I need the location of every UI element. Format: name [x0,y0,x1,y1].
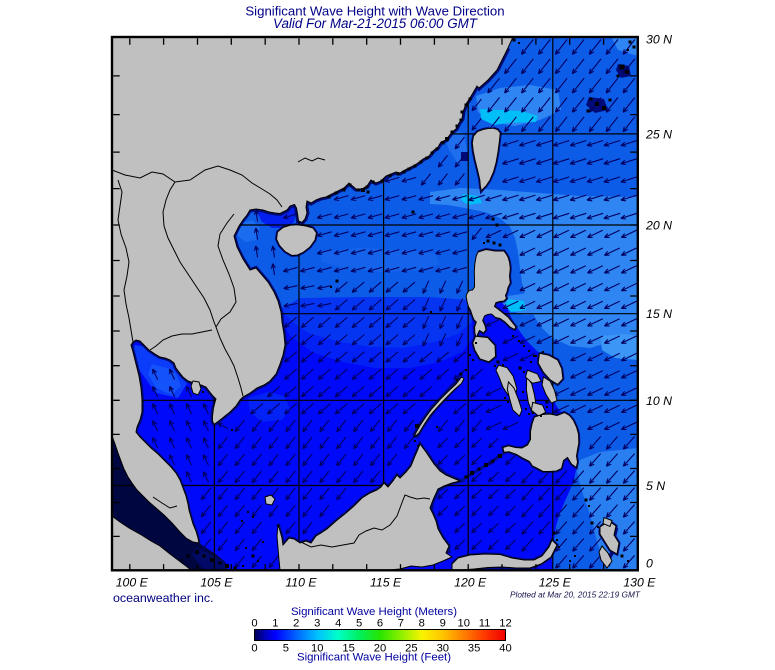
svg-text:15 N: 15 N [646,307,672,321]
svg-text:30: 30 [437,643,449,655]
svg-text:100 E: 100 E [116,576,149,590]
svg-text:Significant Wave Height (Meter: Significant Wave Height (Meters) [291,606,457,618]
svg-text:6: 6 [377,618,383,630]
svg-text:5 N: 5 N [646,479,665,493]
svg-text:115 E: 115 E [370,576,402,590]
svg-text:20 N: 20 N [645,219,672,233]
svg-text:11: 11 [479,618,491,630]
svg-text:0: 0 [251,643,257,655]
svg-text:Plotted at Mar 20, 2015 22:19: Plotted at Mar 20, 2015 22:19 GMT [510,590,641,600]
svg-text:Valid For Mar-21-2015 06:00 GM: Valid For Mar-21-2015 06:00 GMT [273,16,478,31]
svg-text:35: 35 [468,643,480,655]
svg-text:10: 10 [311,643,323,655]
svg-text:20: 20 [374,643,386,655]
svg-text:1: 1 [272,618,278,630]
svg-text:30 N: 30 N [646,33,672,47]
svg-text:12: 12 [499,618,511,630]
svg-text:15: 15 [342,643,354,655]
svg-text:130 E: 130 E [623,576,656,590]
svg-text:25 N: 25 N [645,127,672,141]
svg-text:3: 3 [314,618,320,630]
svg-text:oceanweather inc.: oceanweather inc. [113,591,214,605]
svg-text:9: 9 [440,618,446,630]
svg-text:10 N: 10 N [646,394,672,408]
svg-text:4: 4 [335,618,341,630]
svg-text:2: 2 [293,618,299,630]
svg-text:25: 25 [405,643,417,655]
svg-text:8: 8 [419,618,425,630]
svg-text:0: 0 [251,618,257,630]
svg-text:10: 10 [457,618,469,630]
svg-text:5: 5 [283,643,289,655]
svg-text:120 E: 120 E [454,576,487,590]
svg-text:125 E: 125 E [539,576,572,590]
svg-text:5: 5 [356,618,362,630]
svg-text:40: 40 [499,643,511,655]
svg-text:7: 7 [398,618,404,630]
svg-text:Significant Wave Height with W: Significant Wave Height with Wave Direct… [245,4,504,19]
svg-text:105 E: 105 E [200,576,233,590]
svg-text:110 E: 110 E [285,576,317,590]
svg-text:Significant Wave Height (Feet): Significant Wave Height (Feet) [297,652,451,664]
svg-text:0: 0 [646,557,653,571]
